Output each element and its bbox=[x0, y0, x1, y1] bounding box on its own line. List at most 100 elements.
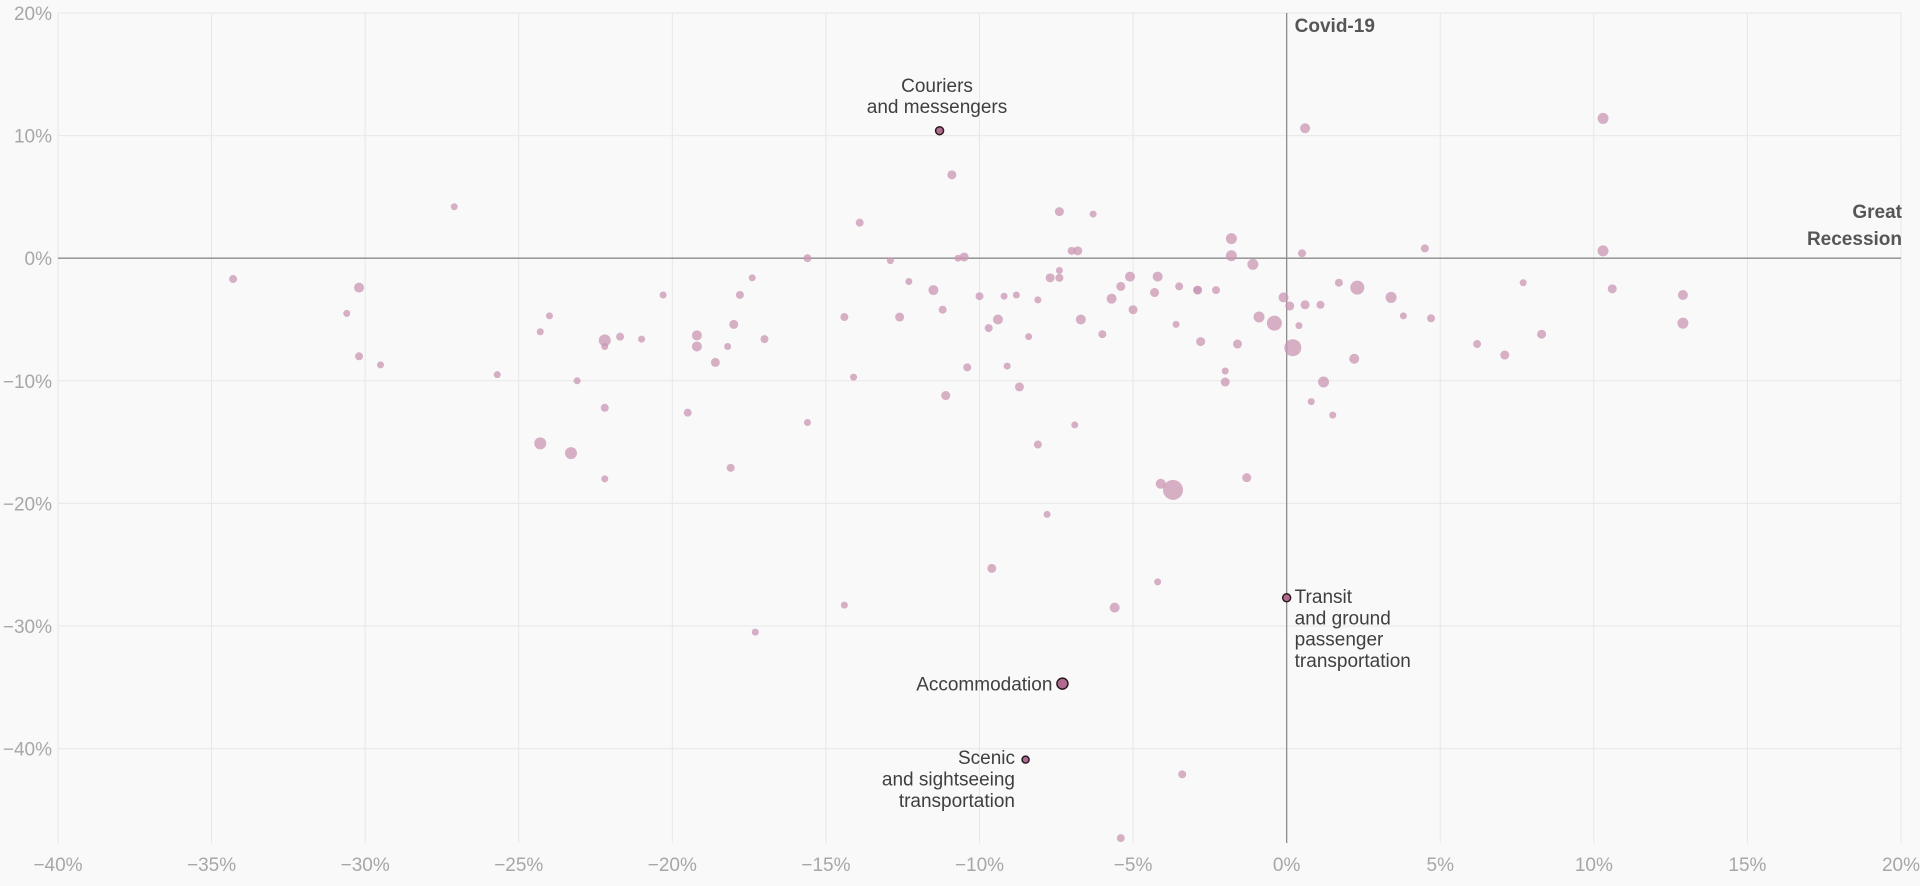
scatter-point bbox=[1193, 285, 1203, 295]
y-tick-label: −20% bbox=[3, 494, 52, 515]
highlight-point bbox=[934, 125, 945, 136]
scatter-point bbox=[959, 252, 969, 262]
x-tick-label: −25% bbox=[494, 855, 543, 876]
scatter-point bbox=[1128, 305, 1138, 315]
scatter-point bbox=[1045, 273, 1055, 283]
scatter-point bbox=[1034, 296, 1042, 304]
scatter-point bbox=[1253, 311, 1265, 323]
scatter-point bbox=[1295, 322, 1303, 330]
scatter-point bbox=[850, 373, 858, 381]
scatter-point bbox=[1150, 288, 1160, 298]
scatter-point bbox=[1427, 314, 1436, 323]
scatter-point bbox=[616, 332, 625, 341]
scatter-point bbox=[941, 391, 951, 401]
scatter-point bbox=[1500, 350, 1510, 360]
scatter-point bbox=[1473, 340, 1482, 349]
scatter-point bbox=[886, 257, 894, 265]
x-tick-label: 5% bbox=[1427, 855, 1455, 876]
x-tick-label: −20% bbox=[648, 855, 697, 876]
annotation-transit: Transit and ground passenger transportation bbox=[1295, 587, 1411, 672]
scatter-point bbox=[1242, 473, 1252, 483]
scatter-point bbox=[735, 290, 744, 299]
scatter-point bbox=[1349, 353, 1360, 364]
scatter-point bbox=[1109, 602, 1120, 613]
scatter-point bbox=[1318, 376, 1330, 388]
scatter-point bbox=[1266, 315, 1282, 331]
y-tick-label: −30% bbox=[3, 617, 52, 638]
y-tick-label: −40% bbox=[3, 740, 52, 761]
scatter-point bbox=[1175, 282, 1184, 291]
scatter-point bbox=[1399, 312, 1407, 320]
scatter-point bbox=[601, 342, 609, 350]
x-tick-label: 15% bbox=[1728, 855, 1766, 876]
scatter-point bbox=[1067, 246, 1076, 255]
scatter-point bbox=[534, 437, 547, 450]
scatter-point bbox=[1014, 382, 1024, 392]
scatter-point bbox=[928, 285, 939, 296]
axis-labels: −40% −35% −30% −25% −20% −15% −10% −5% 0% 5% 10% 15… bbox=[3, 4, 1920, 876]
scatter-point bbox=[1677, 317, 1689, 329]
annotation-scenic: Scenic and sightseeing transportation bbox=[882, 748, 1015, 812]
highlight-point bbox=[1021, 755, 1030, 764]
scatter-point bbox=[1385, 291, 1397, 303]
scatter-point bbox=[1098, 330, 1107, 339]
scatter-point bbox=[355, 352, 364, 361]
scatter-point bbox=[683, 408, 692, 417]
scatter-point bbox=[729, 319, 739, 329]
grid bbox=[57, 12, 1902, 843]
scatter-point bbox=[1220, 377, 1230, 387]
scatter-point bbox=[726, 463, 735, 472]
scatter-point bbox=[748, 274, 756, 282]
scatter-point bbox=[1116, 281, 1126, 291]
covid-reference-label: Covid-19 bbox=[1295, 16, 1375, 37]
scatter-point bbox=[992, 314, 1003, 325]
y-tick-label: 0% bbox=[25, 249, 53, 270]
scatter-point bbox=[1155, 478, 1166, 489]
scatter-point bbox=[598, 334, 611, 347]
x-tick-label: −30% bbox=[341, 855, 390, 876]
scatter-point bbox=[1003, 362, 1011, 370]
scatter-point bbox=[1247, 258, 1259, 270]
scatter-point bbox=[855, 218, 864, 227]
scatter-point bbox=[840, 313, 849, 322]
scatter-point bbox=[659, 291, 667, 299]
scatter-point bbox=[1075, 314, 1086, 325]
scatter-point bbox=[895, 312, 905, 322]
x-tick-label: 10% bbox=[1575, 855, 1613, 876]
scatter-point bbox=[1519, 279, 1527, 287]
scatter-point bbox=[691, 330, 702, 341]
scatter-point bbox=[1298, 249, 1307, 258]
y-tick-label: 10% bbox=[14, 127, 52, 148]
scatter-point bbox=[724, 342, 732, 350]
highlight-point bbox=[1056, 677, 1069, 690]
x-tick-label: −10% bbox=[955, 855, 1004, 876]
scatter-point bbox=[600, 403, 609, 412]
scatter-point bbox=[1073, 246, 1083, 256]
scatter-point bbox=[638, 335, 646, 343]
scatter-point bbox=[573, 377, 581, 385]
scatter-point bbox=[536, 328, 544, 336]
x-tick-label: −5% bbox=[1114, 855, 1153, 876]
scatter-point bbox=[1043, 510, 1051, 518]
scatter-point bbox=[1597, 245, 1609, 257]
scatter-point bbox=[760, 335, 769, 344]
highlight-point bbox=[1281, 593, 1292, 603]
scatter-point bbox=[1172, 320, 1180, 328]
x-tick-label: 0% bbox=[1273, 855, 1301, 876]
x-tick-label: −35% bbox=[187, 855, 236, 876]
scatter-point bbox=[1089, 210, 1097, 218]
scatter-point bbox=[1221, 367, 1229, 375]
scatter-point bbox=[601, 475, 609, 483]
scatter-point bbox=[1071, 421, 1079, 429]
scatter-point bbox=[1154, 578, 1162, 586]
scatter-point bbox=[545, 312, 553, 320]
scatter-point bbox=[803, 254, 812, 263]
scatter-point bbox=[987, 563, 997, 573]
scatter-point bbox=[905, 277, 913, 285]
scatter-point bbox=[1677, 289, 1688, 300]
scatter-point bbox=[354, 282, 365, 293]
scatter-point bbox=[1055, 273, 1064, 282]
reference-lines bbox=[58, 13, 1901, 843]
